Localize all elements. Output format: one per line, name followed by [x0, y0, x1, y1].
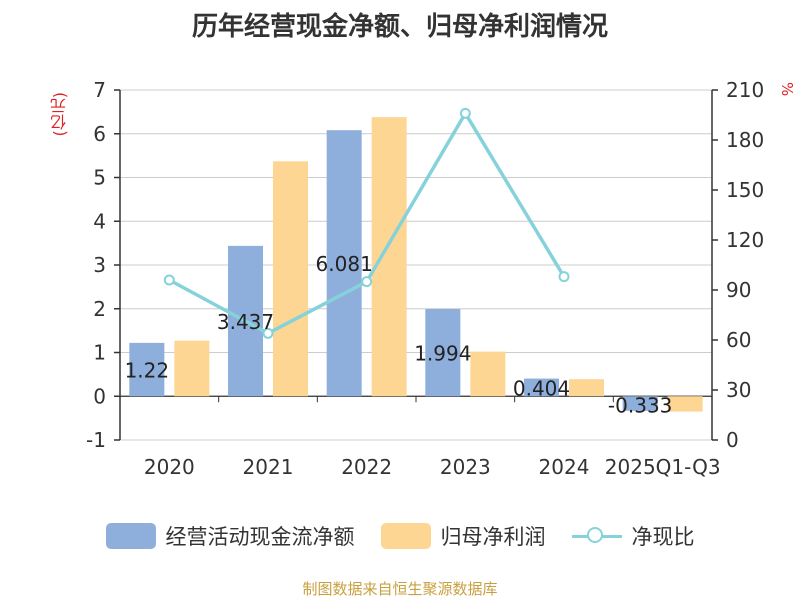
left-axis-tick-label: 3	[93, 253, 106, 277]
bar-net-profit	[470, 351, 506, 397]
bar-net-profit	[174, 340, 210, 397]
left-axis-tick-label: 5	[93, 166, 106, 190]
legend-item-ratio[interactable]: 净现比	[571, 521, 695, 551]
left-axis-tick-label: 2	[93, 297, 106, 321]
data-source-note: 制图数据来自恒生聚源数据库	[302, 580, 498, 598]
right-axis-tick-label: 210	[726, 78, 764, 102]
data-label-cash-flow: 1.994	[414, 342, 471, 366]
bar-cash-flow	[129, 342, 165, 397]
chart-plot-area: -1 0 1 2 3 4 5 6 7 0 30 60 90 120 150 180 210 2020 2021 202…	[86, 78, 764, 479]
ratio-point	[459, 107, 471, 119]
right-axis-tick-label: 0	[726, 428, 739, 452]
legend-label-profit: 归母净利润	[440, 525, 546, 549]
data-label-cash-flow: 1.22	[125, 359, 170, 383]
bar-cash-flow	[425, 309, 461, 397]
category-label: 2021	[243, 455, 294, 479]
right-axis-unit: %	[778, 82, 796, 97]
ratio-point	[361, 276, 373, 288]
bar-net-profit	[371, 117, 407, 397]
left-axis-tick-label: 0	[93, 384, 106, 408]
chart-legend: 经营活动现金流净额 归母净利润 净现比	[0, 516, 800, 556]
category-label: 2025Q1-Q3	[605, 455, 721, 479]
bar-cash-flow	[622, 396, 658, 411]
data-label-cash-flow: -0.333	[608, 393, 672, 417]
bar-cash-flow	[524, 378, 559, 397]
right-axis-tick-label: 120	[726, 228, 764, 252]
legend-swatch-profit	[380, 523, 431, 549]
left-axis-tick-label: 4	[93, 209, 106, 233]
data-label-cash-flow: 0.404	[513, 376, 570, 400]
bar-net-profit	[273, 161, 308, 397]
left-axis-tick-label: 1	[93, 341, 106, 365]
ratio-point	[163, 274, 175, 286]
legend-item-profit[interactable]: 归母净利润	[380, 521, 546, 551]
data-label-cash-flow: 6.081	[316, 252, 373, 276]
bar-net-profit	[569, 379, 604, 397]
legend-swatch-cash	[105, 523, 156, 549]
right-axis-tick-label: 150	[726, 178, 764, 202]
left-axis-tick-label: 7	[93, 78, 106, 102]
ratio-point	[558, 271, 570, 283]
ratio-point	[262, 327, 274, 339]
right-axis-tick-label: 60	[726, 328, 751, 352]
legend-label-cash: 经营活动现金流净额	[165, 525, 355, 549]
chart-title: 历年经营现金净额、归母净利润情况	[191, 12, 608, 42]
legend-item-cash[interactable]: 经营活动现金流净额	[105, 521, 355, 551]
right-axis-tick-label: 90	[726, 278, 751, 302]
left-axis-tick-label: -1	[86, 428, 106, 452]
data-label-cash-flow: 3.437	[217, 310, 274, 334]
category-label: 2023	[440, 455, 491, 479]
category-label: 2022	[341, 455, 392, 479]
bar-cash-flow	[326, 130, 362, 397]
category-label: 2024	[539, 455, 590, 479]
left-axis-tick-label: 6	[93, 122, 106, 146]
bar-net-profit	[667, 396, 703, 412]
right-axis-tick-label: 180	[726, 128, 764, 152]
right-axis-tick-label: 30	[726, 378, 751, 402]
category-label: 2020	[144, 455, 195, 479]
legend-label-ratio: 净现比	[631, 525, 695, 549]
legend-swatch-ratio	[571, 523, 622, 549]
